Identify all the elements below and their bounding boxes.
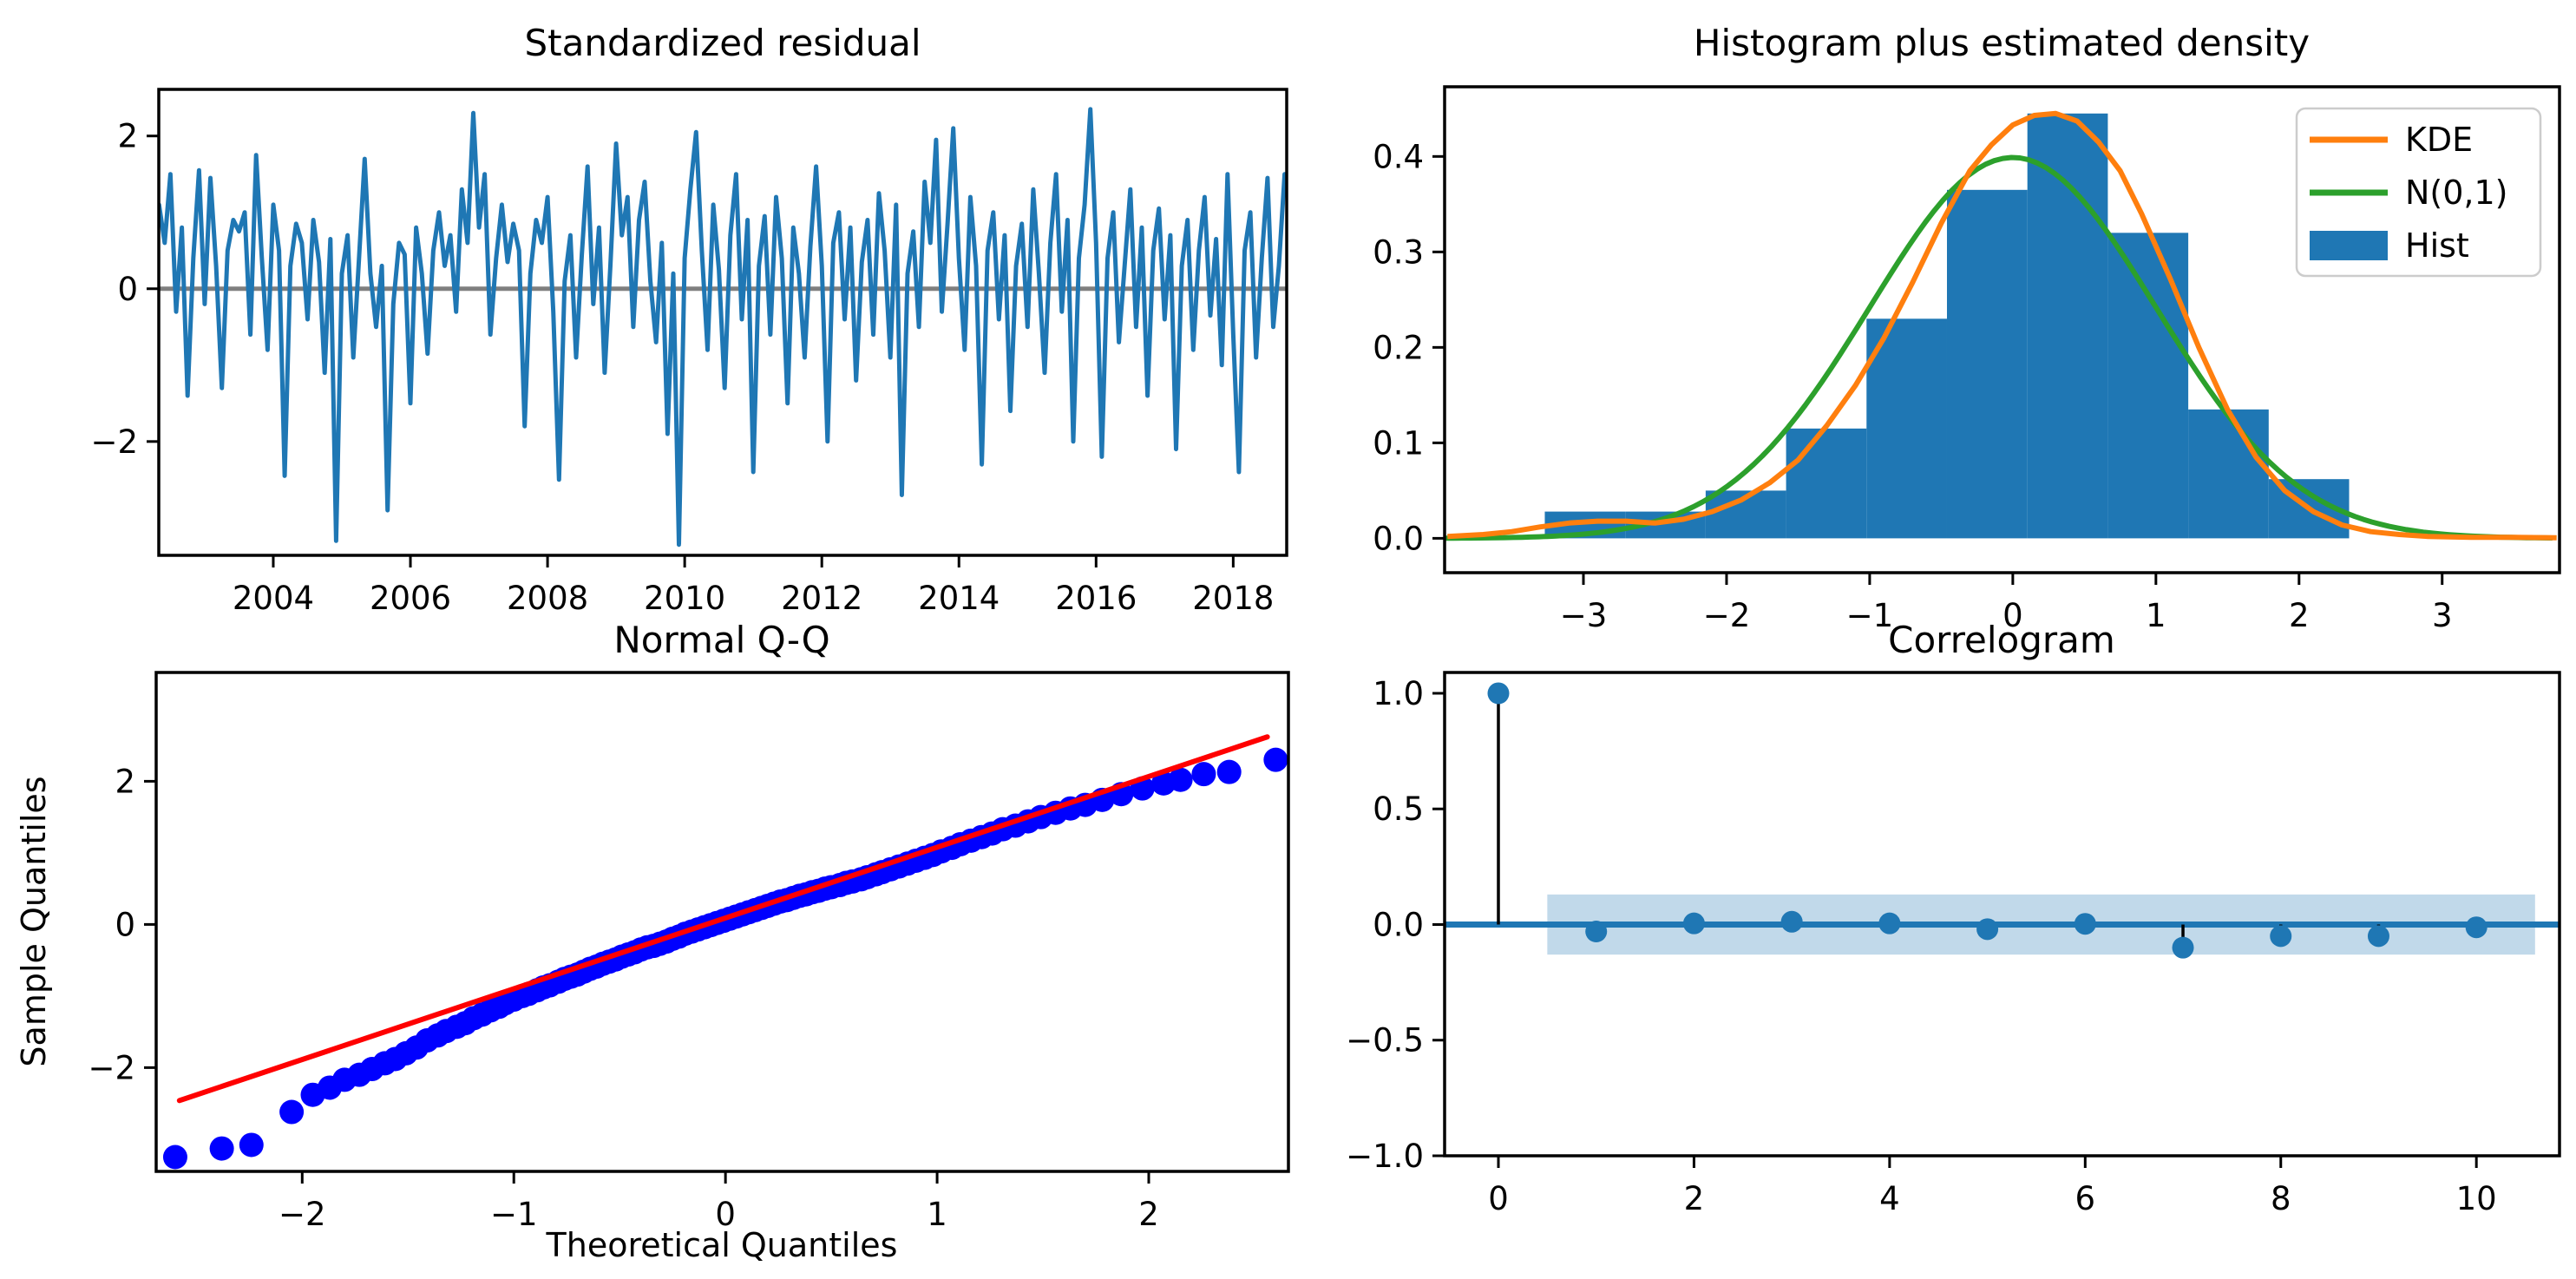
plot-title: Standardized residual xyxy=(524,22,921,64)
qq-point xyxy=(279,1099,305,1125)
tick-label: 0 xyxy=(1488,1180,1509,1217)
hist-bar xyxy=(1786,428,1867,539)
axis-spine xyxy=(1443,85,2561,574)
tick-label: 0.3 xyxy=(1373,233,1424,271)
qq-point xyxy=(209,1136,234,1161)
tick-label: 0 xyxy=(715,1196,736,1233)
tick-label: 2004 xyxy=(233,580,314,617)
acf-marker xyxy=(2074,913,2096,935)
legend: KDE N(0,1) Hist xyxy=(2295,107,2542,278)
tick-label: 4 xyxy=(1879,1180,1900,1217)
tick-label: −2 xyxy=(1703,597,1751,634)
tick-label: 2 xyxy=(1138,1196,1159,1233)
tick-label: −1 xyxy=(1846,597,1894,634)
hist-bar xyxy=(1946,189,2028,539)
legend-label: N(0,1) xyxy=(2405,174,2508,212)
plot-title: Normal Q-Q xyxy=(613,619,829,661)
tick-label: 2 xyxy=(1684,1180,1705,1217)
axes-layer: 2004 2006 2008 2010 2012 2014 2016 2018−202−3 −2… xyxy=(88,85,2561,1233)
acf-marker xyxy=(2172,936,2194,959)
acf-marker xyxy=(1487,682,1510,705)
qq-point xyxy=(1216,759,1242,784)
tick-label: 0.5 xyxy=(1373,790,1424,828)
tick-label: 2014 xyxy=(918,580,1000,617)
tick-label: −3 xyxy=(1560,597,1608,634)
tick-label: 2016 xyxy=(1055,580,1137,617)
normal-curve xyxy=(1445,154,2553,541)
axis-spine xyxy=(154,671,1290,1173)
tick-label: 0 xyxy=(2002,597,2023,634)
tick-label: 8 xyxy=(2271,1180,2291,1217)
tick-label: 2018 xyxy=(1192,580,1274,617)
tick-label: −1.0 xyxy=(1346,1138,1424,1175)
tick-label: 6 xyxy=(2075,1180,2096,1217)
tick-label: 2 xyxy=(115,763,135,800)
hist-bar xyxy=(2027,113,2108,539)
tick-label: 0.0 xyxy=(1373,906,1424,943)
hist-bar xyxy=(2107,233,2189,539)
qq-point xyxy=(1191,762,1216,787)
tick-label: 0 xyxy=(115,906,135,943)
tick-label: −2 xyxy=(90,423,138,461)
tick-label: 0 xyxy=(117,271,138,308)
acf-marker xyxy=(1780,910,1803,933)
tick-label: −0.5 xyxy=(1346,1022,1424,1059)
tick-label: 1.0 xyxy=(1373,675,1424,712)
acf-marker xyxy=(1976,918,1999,941)
tick-label: 0.1 xyxy=(1373,424,1424,462)
tick-label: 2012 xyxy=(781,580,862,617)
plot-title: Correlogram xyxy=(1888,619,2115,661)
panel-standardized-residual xyxy=(159,107,1287,548)
panel-histogram-density xyxy=(1445,110,2557,541)
qq-point xyxy=(162,1145,187,1170)
hist-bar xyxy=(2188,409,2269,539)
tick-label: 2010 xyxy=(644,580,725,617)
tick-label: 0.2 xyxy=(1373,329,1424,366)
acf-marker xyxy=(1878,912,1901,935)
legend-label: Hist xyxy=(2405,226,2469,265)
acf-marker xyxy=(2270,925,2292,948)
tick-label: 2006 xyxy=(370,580,451,617)
acf-marker xyxy=(2465,916,2488,939)
axis-spine xyxy=(157,88,1288,557)
tick-label: 2008 xyxy=(507,580,588,617)
tick-label: −2 xyxy=(88,1049,135,1086)
tick-label: 1 xyxy=(2146,597,2166,634)
qq-point xyxy=(239,1132,264,1158)
acf-marker xyxy=(1682,912,1705,935)
panel-correlogram xyxy=(1445,682,2560,959)
tick-label: 0.4 xyxy=(1373,138,1424,175)
y-axis-label: Sample Quantiles xyxy=(15,776,53,1066)
acf-marker xyxy=(1585,920,1608,942)
panel-normal-qq xyxy=(162,734,1288,1170)
tick-label: 2 xyxy=(117,118,138,155)
plot-title: Histogram plus estimated density xyxy=(1694,22,2310,64)
x-axis-label: Theoretical Quantiles xyxy=(546,1226,898,1264)
tick-label: −2 xyxy=(279,1196,326,1233)
axis-spine xyxy=(1443,671,2561,1158)
residual-line xyxy=(159,107,1287,548)
qq-point xyxy=(1263,747,1288,772)
qq-point xyxy=(1168,767,1193,792)
qq-reference-line xyxy=(176,734,1270,1104)
hist-bar xyxy=(1866,318,1947,539)
legend-hist-swatch xyxy=(2310,231,2388,260)
tick-label: 10 xyxy=(2456,1180,2497,1217)
tick-label: 0.0 xyxy=(1373,520,1424,557)
tick-label: 3 xyxy=(2432,597,2453,634)
tick-label: 2 xyxy=(2289,597,2310,634)
tick-label: 1 xyxy=(927,1196,947,1233)
tick-label: −1 xyxy=(490,1196,538,1233)
acf-marker xyxy=(2367,925,2389,948)
kde-curve xyxy=(1447,110,2557,541)
legend-label: KDE xyxy=(2405,121,2473,159)
